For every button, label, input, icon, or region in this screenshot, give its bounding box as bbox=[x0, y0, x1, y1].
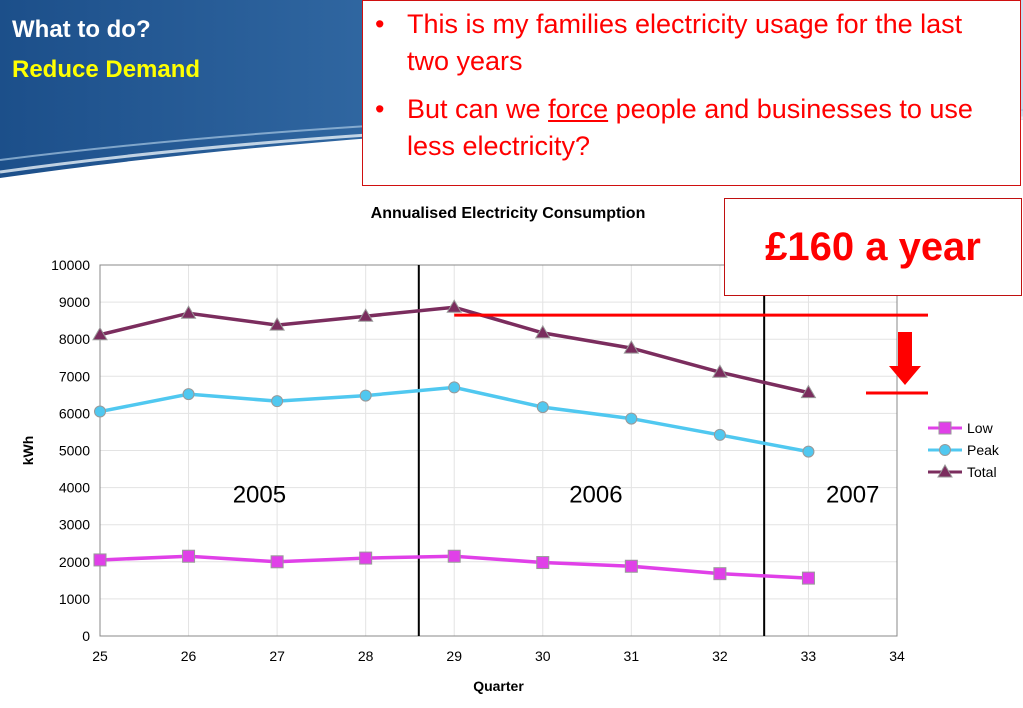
chart-title: Annualised Electricity Consumption bbox=[371, 205, 646, 222]
bullet-text: This is my families electricity usage fo… bbox=[407, 9, 963, 76]
legend-label: Total bbox=[967, 464, 997, 480]
x-axis-title: Quarter bbox=[473, 678, 524, 694]
year-label: 2006 bbox=[569, 482, 622, 509]
x-tick-label: 27 bbox=[269, 648, 285, 664]
bullet-item: • But can we force people and businesses… bbox=[375, 91, 1005, 165]
y-tick-label: 10000 bbox=[51, 257, 90, 273]
data-point-total bbox=[269, 317, 285, 331]
legend-marker-low bbox=[938, 421, 952, 435]
bullet-text-underlined: force bbox=[548, 94, 609, 124]
callout-text: £160 a year bbox=[765, 224, 981, 269]
data-point-low bbox=[713, 567, 727, 581]
x-tick-label: 29 bbox=[446, 648, 462, 664]
data-point-peak bbox=[448, 381, 461, 394]
y-tick-label: 8000 bbox=[59, 331, 90, 347]
slide-subtitle: Reduce Demand bbox=[12, 56, 201, 83]
bullet-text-before: But can we bbox=[407, 94, 549, 124]
data-point-total bbox=[180, 305, 197, 319]
down-arrow-icon bbox=[889, 332, 921, 385]
x-tick-label: 28 bbox=[358, 648, 374, 664]
data-point-low bbox=[182, 549, 196, 563]
x-tick-label: 31 bbox=[624, 648, 640, 664]
data-point-peak bbox=[802, 445, 815, 458]
data-point-low bbox=[93, 553, 107, 567]
legend-label: Peak bbox=[967, 442, 1000, 458]
data-point-peak bbox=[713, 428, 726, 441]
y-tick-label: 6000 bbox=[59, 405, 90, 421]
y-tick-label: 2000 bbox=[59, 554, 90, 570]
slide-title: What to do? bbox=[12, 16, 151, 43]
data-point-total bbox=[357, 308, 374, 322]
data-point-low bbox=[359, 551, 373, 565]
data-point-low bbox=[270, 555, 284, 569]
savings-callout: £160 a year bbox=[724, 198, 1022, 296]
data-point-total bbox=[534, 324, 551, 339]
data-point-low bbox=[536, 556, 550, 570]
y-tick-label: 7000 bbox=[59, 368, 90, 384]
data-point-peak bbox=[94, 405, 106, 418]
bullet-text: But can we force people and businesses t… bbox=[407, 91, 1005, 165]
y-tick-label: 1000 bbox=[59, 591, 90, 607]
y-tick-label: 5000 bbox=[59, 443, 90, 459]
data-point-total bbox=[712, 364, 728, 378]
plot-area bbox=[99, 264, 898, 637]
data-point-peak bbox=[271, 395, 284, 408]
legend-marker-peak bbox=[939, 444, 951, 456]
x-tick-label: 34 bbox=[889, 648, 905, 664]
data-point-total bbox=[800, 384, 817, 399]
x-tick-label: 32 bbox=[712, 648, 728, 664]
y-axis-title: kWh bbox=[20, 436, 36, 466]
data-point-low bbox=[447, 549, 461, 563]
data-point-peak bbox=[359, 389, 372, 402]
y-tick-label: 4000 bbox=[59, 480, 90, 496]
x-tick-label: 26 bbox=[181, 648, 197, 664]
data-point-low bbox=[624, 559, 638, 573]
x-tick-label: 25 bbox=[92, 648, 108, 664]
data-point-peak bbox=[536, 401, 549, 414]
legend-marker-total bbox=[937, 464, 953, 478]
x-tick-label: 30 bbox=[535, 648, 551, 664]
year-label: 2007 bbox=[826, 482, 879, 509]
data-point-peak bbox=[625, 412, 638, 425]
data-point-total bbox=[92, 326, 108, 341]
y-tick-label: 3000 bbox=[59, 517, 90, 533]
bullet-dot-icon: • bbox=[375, 94, 385, 124]
bullet-text-after: people and businesses to use less electr… bbox=[407, 94, 973, 161]
data-point-total bbox=[623, 340, 640, 354]
data-point-low bbox=[801, 571, 815, 585]
x-tick-label: 33 bbox=[801, 648, 817, 664]
bullet-item: • This is my families electricity usage … bbox=[375, 6, 1005, 80]
data-point-total bbox=[446, 299, 463, 313]
y-tick-label: 0 bbox=[82, 628, 90, 644]
bullet-dot-icon: • bbox=[375, 9, 385, 39]
data-point-peak bbox=[182, 388, 195, 401]
year-label: 2005 bbox=[233, 482, 286, 509]
legend-label: Low bbox=[967, 420, 994, 436]
bullet-box: • This is my families electricity usage … bbox=[362, 0, 1021, 186]
y-tick-label: 9000 bbox=[59, 294, 90, 310]
